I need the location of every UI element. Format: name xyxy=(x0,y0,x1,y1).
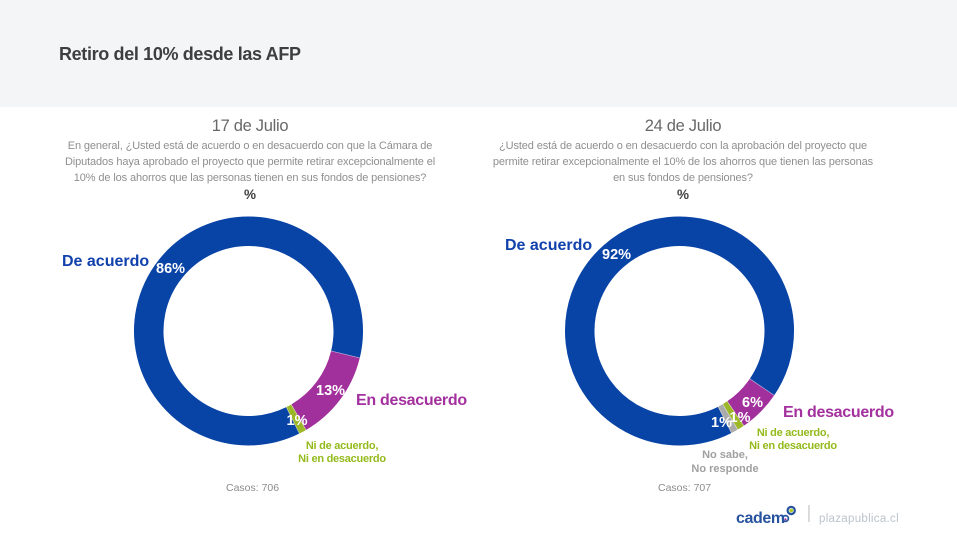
svg-text:cadem: cadem xyxy=(736,510,785,527)
svg-text:plazapublica.cl: plazapublica.cl xyxy=(819,513,899,525)
